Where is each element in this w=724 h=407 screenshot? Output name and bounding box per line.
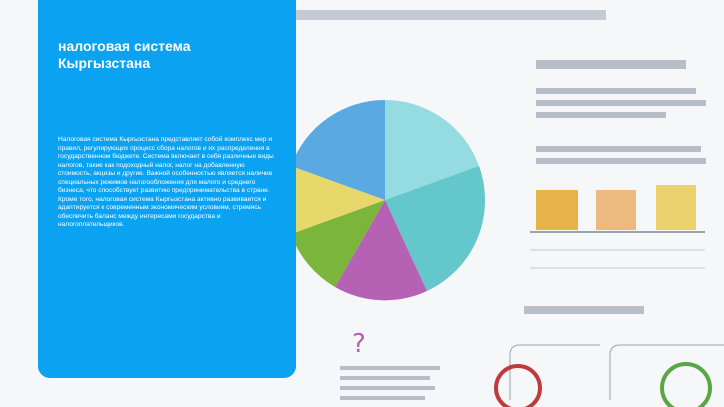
decor-icons: ? xyxy=(352,329,724,407)
decor-heading xyxy=(296,10,606,20)
pie-slice xyxy=(285,166,385,234)
decor-text-lines xyxy=(340,60,706,400)
card-body: Налоговая система Кыргызстана представля… xyxy=(58,136,274,228)
content-card: налоговая система Кыргызстана Налоговая … xyxy=(38,0,296,378)
pie-slice xyxy=(385,100,479,200)
pie-slice xyxy=(335,200,427,301)
svg-text:?: ? xyxy=(352,329,366,359)
pie-slice xyxy=(291,100,385,200)
pie-illustration xyxy=(285,100,486,301)
pie-slice xyxy=(291,200,385,287)
card-title: налоговая система Кыргызстана xyxy=(58,38,191,71)
decor-bars xyxy=(530,185,705,269)
pie-slice xyxy=(385,166,486,291)
